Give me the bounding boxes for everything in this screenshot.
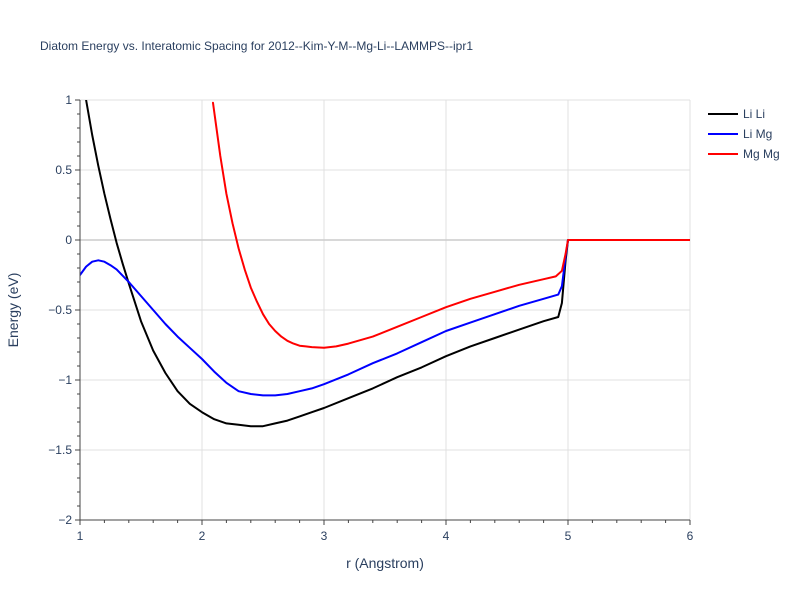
axes — [75, 99, 691, 525]
legend-label: Li Mg — [743, 127, 772, 141]
tick-labels: 1 2 3 4 5 6 −2 −1.5 −1 −0.5 0 0.5 1 — [48, 93, 693, 543]
gridlines — [80, 99, 691, 520]
x-tick-label: 3 — [321, 529, 328, 543]
x-tick-label: 1 — [77, 529, 84, 543]
y-tick-label: 1 — [65, 93, 72, 107]
series-line-li-mg — [80, 239, 690, 397]
y-axis-title: Energy (eV) — [5, 273, 21, 348]
series-line-li-li — [85, 100, 690, 428]
y-tick-label: 0.5 — [55, 163, 72, 177]
legend[interactable]: Li Li Li Mg Mg Mg — [708, 107, 780, 161]
x-tick-label: 2 — [199, 529, 206, 543]
series-layer — [80, 100, 690, 428]
x-tick-label: 4 — [443, 529, 450, 543]
series-line-mg-mg — [211, 101, 690, 349]
legend-item-li-li[interactable]: Li Li — [708, 107, 765, 121]
x-axis-title: r (Angstrom) — [346, 555, 424, 571]
legend-label: Mg Mg — [743, 147, 780, 161]
legend-item-mg-mg[interactable]: Mg Mg — [708, 147, 780, 161]
legend-label: Li Li — [743, 107, 765, 121]
chart-title: Diatom Energy vs. Interatomic Spacing fo… — [40, 39, 473, 53]
y-tick-label: −1.5 — [48, 443, 72, 457]
y-tick-label: 0 — [65, 233, 72, 247]
y-tick-label: −1 — [58, 373, 72, 387]
legend-item-li-mg[interactable]: Li Mg — [708, 127, 772, 141]
x-tick-label: 5 — [565, 529, 572, 543]
y-tick-label: −0.5 — [48, 303, 72, 317]
y-tick-label: −2 — [58, 513, 72, 527]
x-tick-label: 6 — [687, 529, 694, 543]
